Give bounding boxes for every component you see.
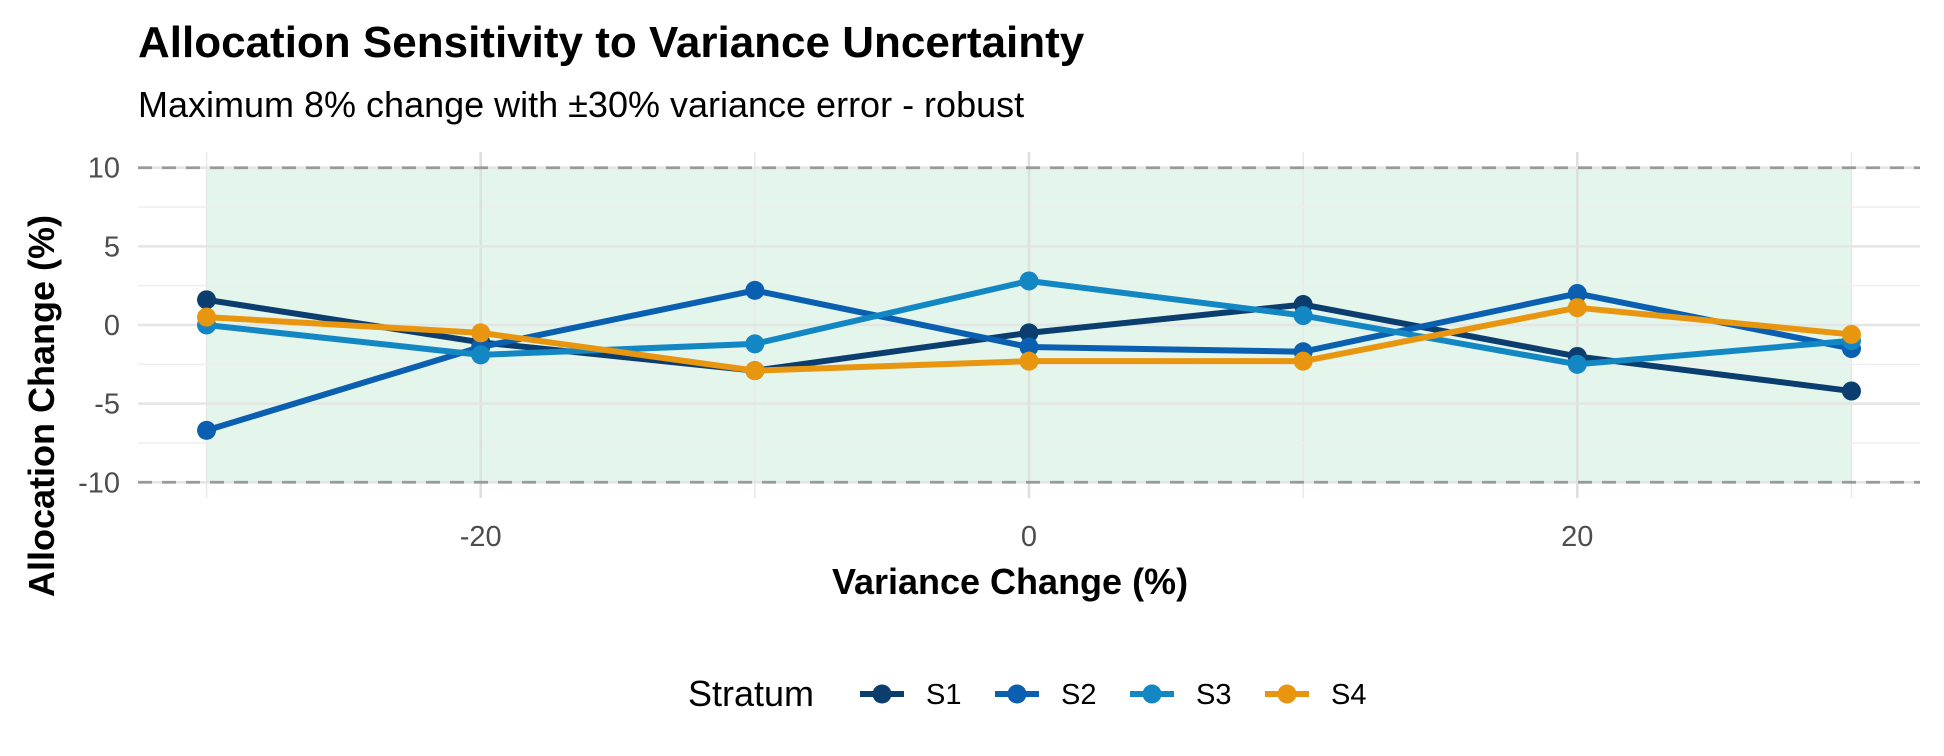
data-point-s3 xyxy=(1019,271,1039,291)
y-axis-ticks: -10 -5 0 5 10 xyxy=(78,153,120,500)
legend-key-point xyxy=(1142,684,1162,704)
y-axis-title: Allocation Change (%) xyxy=(21,215,62,597)
data-point-s3 xyxy=(1567,354,1587,374)
y-tick-label: -10 xyxy=(78,467,120,499)
y-tick-label: 5 xyxy=(104,231,120,263)
data-point-s1 xyxy=(1841,381,1861,401)
series-layer xyxy=(197,271,1861,440)
x-axis-ticks: -20 0 20 xyxy=(460,521,1594,553)
data-point-s4 xyxy=(471,323,491,343)
data-point-s1 xyxy=(197,290,217,310)
series-s4 xyxy=(197,298,1861,381)
data-point-s2 xyxy=(745,280,765,300)
x-tick-label: -20 xyxy=(460,521,502,553)
legend: Stratum S1 S2 S3 S4 xyxy=(688,673,1366,714)
legend-key-point xyxy=(1277,684,1297,704)
legend-label: S4 xyxy=(1331,679,1366,711)
x-axis-title: Variance Change (%) xyxy=(832,561,1188,602)
legend-item-s1: S1 xyxy=(860,679,961,711)
data-point-s2 xyxy=(197,420,217,440)
y-tick-label: -5 xyxy=(94,389,120,421)
legend-title: Stratum xyxy=(688,673,814,714)
legend-key-point xyxy=(872,684,892,704)
x-tick-label: 0 xyxy=(1021,521,1037,553)
data-point-s4 xyxy=(1567,298,1587,318)
data-point-s1 xyxy=(1019,323,1039,343)
data-point-s3 xyxy=(1293,306,1313,326)
data-point-s4 xyxy=(197,307,217,327)
data-point-s3 xyxy=(471,345,491,365)
legend-item-s3: S3 xyxy=(1130,679,1231,711)
data-point-s2 xyxy=(1019,337,1039,357)
data-point-s3 xyxy=(745,334,765,354)
legend-label: S2 xyxy=(1061,679,1096,711)
y-tick-label: 10 xyxy=(88,153,120,185)
y-tick-label: 0 xyxy=(104,310,120,342)
legend-item-s2: S2 xyxy=(995,679,1096,711)
legend-label: S3 xyxy=(1196,679,1231,711)
data-point-s2 xyxy=(1567,284,1587,304)
data-point-s4 xyxy=(745,361,765,381)
legend-label: S1 xyxy=(926,679,961,711)
chart-subtitle: Maximum 8% change with ±30% variance err… xyxy=(138,84,1024,125)
x-tick-label: 20 xyxy=(1561,521,1593,553)
data-point-s4 xyxy=(1293,351,1313,371)
legend-item-s4: S4 xyxy=(1265,679,1366,711)
reference-lines xyxy=(138,166,1920,484)
data-point-s4 xyxy=(1841,324,1861,344)
data-point-s4 xyxy=(1019,351,1039,371)
chart-title: Allocation Sensitivity to Variance Uncer… xyxy=(138,18,1085,67)
legend-key-point xyxy=(1007,684,1027,704)
